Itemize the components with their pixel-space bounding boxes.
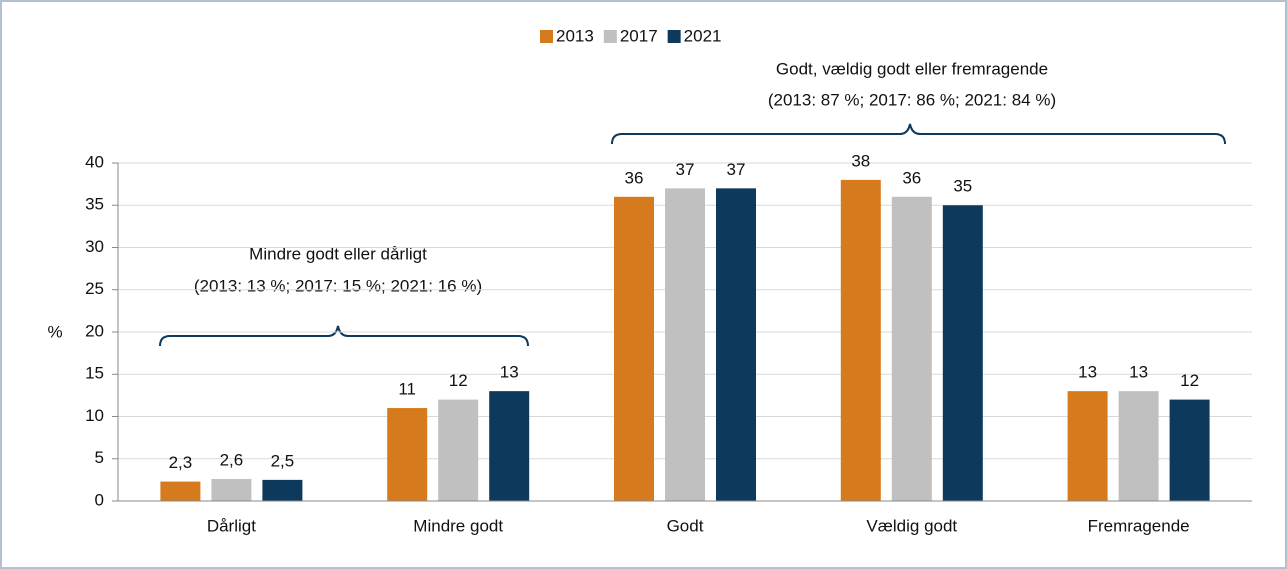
legend-label: 2013 <box>556 26 594 45</box>
legend-swatch <box>603 30 617 43</box>
bracket <box>159 325 529 347</box>
y-tick-label: 0 <box>95 490 104 509</box>
value-label: 2,5 <box>271 451 295 470</box>
bar <box>1067 391 1108 501</box>
y-tick-label: 30 <box>85 237 104 256</box>
y-tick-label: 20 <box>85 321 104 340</box>
value-label: 2,3 <box>169 453 193 472</box>
annotation: (2013: 13 %; 2017: 15 %; 2021: 16 %) <box>194 276 482 295</box>
x-tick-label: Mindre godt <box>413 516 503 535</box>
legend-label: 2021 <box>684 26 722 45</box>
bar <box>942 205 983 501</box>
bar <box>387 408 428 501</box>
bar <box>211 479 252 501</box>
value-label: 2,6 <box>220 451 244 470</box>
bar <box>665 188 705 501</box>
y-axis-label: % <box>47 322 62 341</box>
x-tick-label: Dårligt <box>207 516 256 535</box>
bar <box>716 188 756 501</box>
value-label: 36 <box>625 168 644 187</box>
y-tick-label: 25 <box>85 279 104 298</box>
x-tick-label: Vældig godt <box>866 516 957 535</box>
legend-swatch <box>667 30 681 43</box>
y-tick-label: 10 <box>85 406 104 425</box>
x-tick-label: Godt <box>667 516 704 535</box>
value-label: 35 <box>953 177 972 196</box>
bar <box>1169 399 1210 501</box>
y-tick-label: 5 <box>95 448 104 467</box>
value-label: 12 <box>449 371 468 390</box>
bar <box>438 399 479 501</box>
value-label: 13 <box>1078 363 1097 382</box>
bar <box>489 391 530 501</box>
value-label: 12 <box>1180 371 1199 390</box>
legend-swatch <box>540 30 553 43</box>
value-label: 37 <box>727 160 746 179</box>
value-label: 13 <box>500 363 519 382</box>
legend-label: 2017 <box>620 26 658 45</box>
value-label: 13 <box>1129 363 1148 382</box>
bar <box>1118 391 1159 501</box>
y-tick-label: 15 <box>85 364 104 383</box>
value-label: 36 <box>902 168 921 187</box>
y-tick-label: 40 <box>85 152 104 171</box>
bracket <box>611 123 1226 145</box>
bar <box>262 479 303 501</box>
y-tick-label: 35 <box>85 195 104 214</box>
bar <box>160 481 201 501</box>
value-label: 38 <box>851 151 870 170</box>
annotation: (2013: 87 %; 2017: 86 %; 2021: 84 %) <box>768 90 1056 109</box>
bar <box>614 196 654 502</box>
annotation: Godt, vældig godt eller fremragende <box>776 59 1048 78</box>
annotation: Mindre godt eller dårligt <box>249 244 427 263</box>
bar <box>840 179 881 501</box>
value-label: 37 <box>676 160 695 179</box>
bar <box>891 196 932 502</box>
x-tick-label: Fremragende <box>1088 516 1190 535</box>
value-label: 11 <box>398 380 416 399</box>
